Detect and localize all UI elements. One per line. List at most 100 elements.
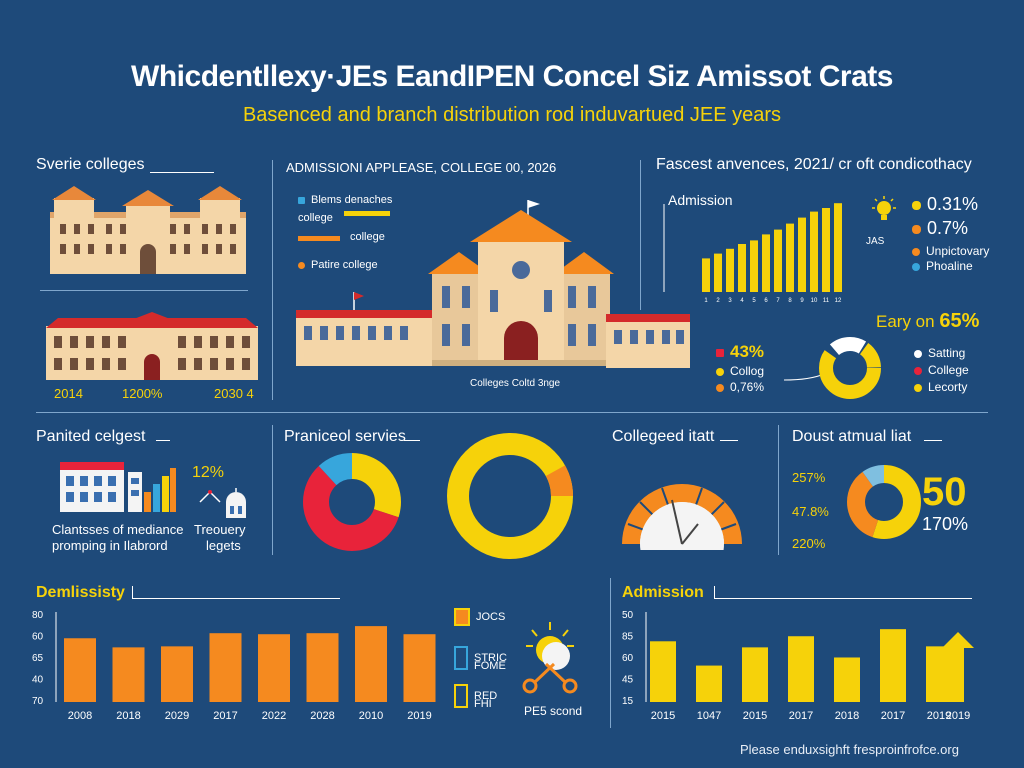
early-text: Eary on xyxy=(876,312,935,331)
legend-swatch xyxy=(298,196,305,204)
lightbulb-scissors-illustration xyxy=(522,622,578,694)
divider xyxy=(272,425,273,555)
y-tick-label: 60 xyxy=(32,632,44,643)
divider xyxy=(640,160,641,310)
bar xyxy=(750,240,758,292)
coin-icon xyxy=(912,224,921,234)
donut-slice xyxy=(847,465,921,539)
bar xyxy=(798,217,806,292)
services-donut-chart xyxy=(303,453,401,551)
divider xyxy=(610,578,611,728)
legend-swatch xyxy=(716,383,724,392)
bar xyxy=(788,636,814,702)
stat-item: 0,76% xyxy=(716,380,764,394)
donut-value: 47.8% xyxy=(792,504,829,519)
y-tick-label: 40 xyxy=(32,675,44,686)
caption: Treouery xyxy=(194,522,246,537)
big-value: 50 xyxy=(922,470,967,514)
section-rule xyxy=(40,290,248,291)
row2-header: Praniceol servies xyxy=(284,428,406,445)
bar xyxy=(726,248,734,292)
bar xyxy=(702,258,710,292)
bar xyxy=(834,657,860,702)
legend-label: Unpictovary xyxy=(926,244,990,258)
bar xyxy=(112,647,145,702)
x-tick-label: 2015 xyxy=(743,710,767,722)
legend-bar xyxy=(344,211,390,216)
bar xyxy=(822,208,830,292)
early-value: 65% xyxy=(939,310,980,332)
x-tick-label: 7 xyxy=(776,298,780,304)
legend-swatch xyxy=(716,348,724,357)
ring-chart xyxy=(447,433,573,559)
legend-label: college xyxy=(350,231,385,243)
caption: legets xyxy=(206,538,241,553)
stat-text: 0,76% xyxy=(730,380,765,394)
footer-note: Please enduxsighft fresproinfrofce.org xyxy=(740,742,959,757)
x-tick-label: 2028 xyxy=(310,710,334,722)
header-rule-tick xyxy=(714,586,715,598)
header-rule xyxy=(150,172,214,173)
x-tick-label: 2015 xyxy=(651,710,675,722)
page-title: Whicdentllexy·JEs EandIPEN Concel Siz Am… xyxy=(131,60,893,93)
college-building-illustration xyxy=(50,186,246,274)
bar xyxy=(258,634,290,702)
legend-label: college xyxy=(298,212,333,224)
x-tick-label: 1047 xyxy=(697,710,721,722)
legend-swatch xyxy=(912,262,920,271)
legend-item: Satting xyxy=(914,346,965,360)
lightbulb-icon xyxy=(870,196,898,231)
x-tick-label: 2018 xyxy=(835,710,859,722)
stat-value: 0.31% xyxy=(912,194,978,215)
page-subtitle: Basenced and branch distribution rod ind… xyxy=(242,104,782,126)
x-tick-label: 8 xyxy=(788,298,792,304)
x-tick-label: 12 xyxy=(835,298,842,304)
donut-slice xyxy=(847,465,921,539)
y-tick-label: 60 xyxy=(622,653,634,664)
college-building-illustration xyxy=(46,312,258,380)
up-arrow-icon xyxy=(942,632,974,702)
legend-swatch xyxy=(914,383,922,392)
x-tick-label: 1 xyxy=(704,298,708,304)
legend-label: FOME xyxy=(474,660,506,672)
campus-building-illustration xyxy=(60,462,176,512)
file-icon xyxy=(454,608,470,626)
stat-text: Collog xyxy=(730,364,765,378)
legend-item: JOCS xyxy=(454,608,505,626)
bar xyxy=(209,633,242,702)
x-tick-label: 2 xyxy=(716,298,720,304)
file-icon xyxy=(454,684,468,708)
legend-item: RED xyxy=(454,684,497,708)
row2-header: Panited celgest xyxy=(36,428,146,445)
x-tick-label: 11 xyxy=(823,298,830,304)
legend-item: Unpictovary xyxy=(912,244,989,258)
bar xyxy=(880,629,906,702)
x-tick-label: 6 xyxy=(764,298,768,304)
legend-swatch xyxy=(298,261,305,269)
header-rule xyxy=(132,598,340,599)
x-tick-label: 9 xyxy=(800,298,804,304)
coin-icon xyxy=(912,200,921,210)
admission-trend-chart: 1 2 3 4 5 6 7 8 9 10 11 12 xyxy=(663,203,842,304)
bar xyxy=(834,203,842,292)
stat-text: 0.7% xyxy=(927,218,969,238)
side-building-illustration xyxy=(606,314,690,368)
bar xyxy=(774,229,782,292)
bar xyxy=(762,234,770,292)
domed-building-illustration xyxy=(199,488,246,518)
bar xyxy=(403,634,436,702)
header-rule-tick xyxy=(132,586,133,598)
header-rule xyxy=(156,440,170,441)
y-tick-label: 80 xyxy=(32,610,44,621)
year-label: 2030 4 xyxy=(214,386,254,401)
header-rule xyxy=(714,598,972,599)
row2-header: Doust atmual liat xyxy=(792,428,912,445)
big-value-sub: 170% xyxy=(922,514,969,534)
legend-label: Lecorty xyxy=(928,380,968,394)
legend-label: RED xyxy=(474,689,498,702)
x-tick-label: 2008 xyxy=(68,710,92,722)
x-tick-label: 2017 xyxy=(789,710,813,722)
university-main-building-illustration xyxy=(296,200,614,366)
footnote: PE5 scond xyxy=(524,704,583,718)
early-label: Eary on 65% xyxy=(876,310,979,333)
